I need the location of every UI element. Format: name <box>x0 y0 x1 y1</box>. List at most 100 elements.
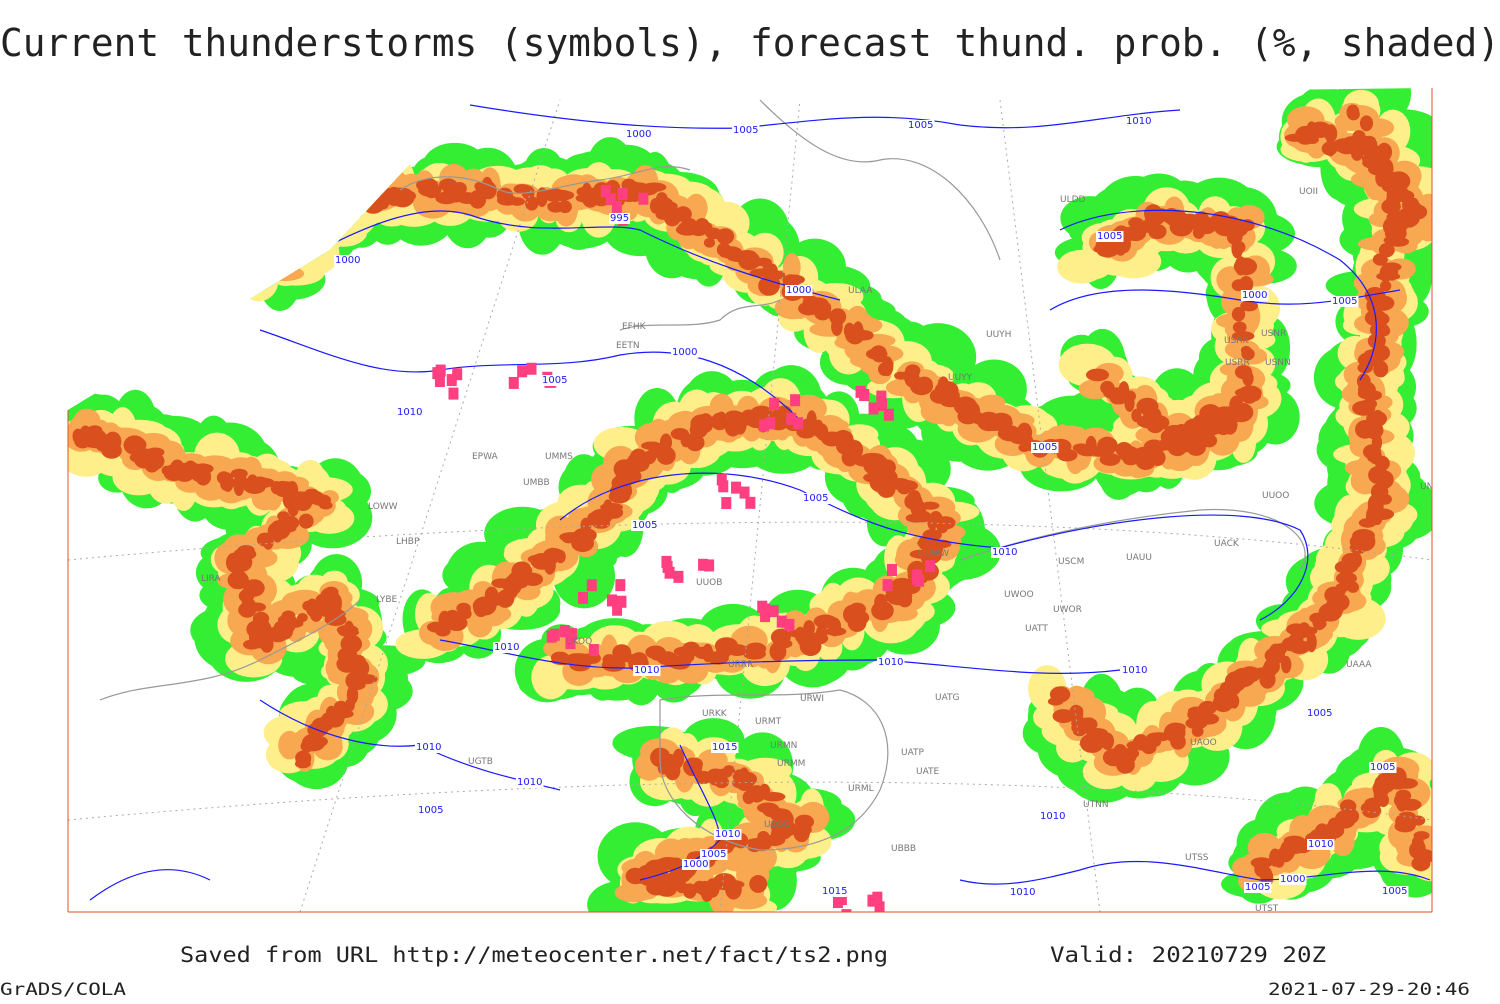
shading-blob <box>332 190 347 204</box>
shading-blob <box>1373 360 1389 378</box>
shading-blob <box>257 223 331 259</box>
shading-blob <box>301 733 326 752</box>
shading-blob <box>1233 240 1246 254</box>
station-label: UTSS <box>1185 853 1209 863</box>
station-label: URRR <box>728 660 753 670</box>
station-label: UAUU <box>1126 553 1152 563</box>
storm-symbol <box>784 618 795 631</box>
storm-symbol <box>704 559 715 572</box>
shading-blob <box>322 206 345 216</box>
station-label: URMN <box>770 741 797 751</box>
station-label: URMT <box>755 717 782 727</box>
isobar-label: 1010 <box>517 777 542 788</box>
shading-blob <box>1259 670 1276 689</box>
storm-symbol <box>526 362 537 375</box>
station-label: UUOO <box>1262 491 1289 501</box>
shading-blob <box>293 227 309 238</box>
shading-blob <box>874 593 888 613</box>
shading-blob <box>263 202 316 251</box>
station-label: URWI <box>800 694 824 704</box>
shading-blob <box>340 176 372 195</box>
shading-blob <box>1146 732 1171 742</box>
shading-blob <box>341 199 360 210</box>
station-label: UACK <box>1214 539 1240 549</box>
shading-blob <box>721 880 745 889</box>
shading-blob <box>266 259 289 268</box>
station-label: UGTB <box>468 757 493 767</box>
shading-blob <box>1398 798 1422 811</box>
shading-blob <box>1254 860 1269 878</box>
station-label: UNBB <box>1420 482 1446 492</box>
shading-blob <box>905 364 921 378</box>
shading-blob <box>664 210 681 227</box>
shading-blob <box>317 217 344 238</box>
isobar-label: 1010 <box>416 742 441 753</box>
shading-blob <box>260 256 288 279</box>
isobar-label: 1010 <box>878 657 903 668</box>
storm-symbol <box>759 419 770 432</box>
shading-blob <box>531 655 571 700</box>
shading-blob <box>272 239 292 253</box>
shading-blob <box>1056 448 1078 462</box>
station-label: LHBP <box>396 537 420 547</box>
shading-blob <box>1372 509 1383 526</box>
shading-blob <box>312 223 331 237</box>
shading-blob <box>1085 368 1110 382</box>
isobar-label: 1005 <box>1032 442 1057 453</box>
storm-symbol <box>768 605 779 618</box>
station-label: UAOO <box>1190 738 1217 748</box>
shading-blob <box>289 225 342 246</box>
isobar-label: 1000 <box>672 347 697 358</box>
station-label: UWOO <box>1004 590 1034 600</box>
station-label: UATP <box>901 748 925 758</box>
isobar-label: 1005 <box>733 125 758 136</box>
shading-blob <box>1160 428 1180 445</box>
shading-blob <box>305 226 344 252</box>
source-url: Saved from URL http://meteocenter.net/fa… <box>180 943 888 967</box>
title: Current thunderstorms (symbols), forecas… <box>0 21 1500 65</box>
station-label: LIRA <box>201 574 222 584</box>
storm-symbol <box>867 894 878 907</box>
shading-blob <box>511 561 533 582</box>
shading-blob <box>1377 493 1392 505</box>
shading-blob <box>678 648 695 664</box>
shading-blob <box>714 775 730 789</box>
shading-blob <box>348 187 370 207</box>
shading-blob <box>793 824 810 843</box>
shading-blob <box>233 230 303 273</box>
shading-blob <box>344 200 362 211</box>
shading-blob <box>262 225 318 246</box>
isobar-label: 1005 <box>418 805 443 816</box>
station-label: URML <box>848 784 874 794</box>
station-label: LOWW <box>368 502 398 512</box>
shading-blob <box>1146 206 1160 221</box>
isobar-label: 1010 <box>1308 839 1333 850</box>
station-label: URKK <box>702 709 728 719</box>
isobar-label: 995 <box>610 213 629 224</box>
station-label: LYBE <box>376 595 397 605</box>
storm-symbol <box>924 560 935 573</box>
shading-blob <box>655 881 677 897</box>
storm-symbol <box>790 394 801 407</box>
shading-blob <box>732 778 751 789</box>
shading-blob <box>290 177 357 205</box>
shading-blob <box>247 206 326 269</box>
software-credit: GrADS/COLA <box>0 980 126 1000</box>
isobar-label: 1005 <box>542 375 567 386</box>
shading-blob <box>299 201 340 228</box>
station-label: EPWA <box>472 452 499 462</box>
isobar-label: 1015 <box>822 886 847 897</box>
shading-blob <box>1111 746 1124 758</box>
storm-symbol <box>612 603 623 616</box>
storm-symbol <box>673 570 684 583</box>
isobar-label: 1005 <box>1245 882 1270 893</box>
shading-blob <box>1242 370 1254 387</box>
station-label: UKOO <box>566 637 592 647</box>
shading-blob <box>264 247 302 280</box>
isobar-label: 1000 <box>335 255 360 266</box>
isobar-label: 1010 <box>715 829 740 840</box>
shading-blob <box>645 645 666 659</box>
shading-blob <box>749 875 768 893</box>
shading-blob <box>1415 215 1432 242</box>
shading-blob <box>1306 121 1317 140</box>
